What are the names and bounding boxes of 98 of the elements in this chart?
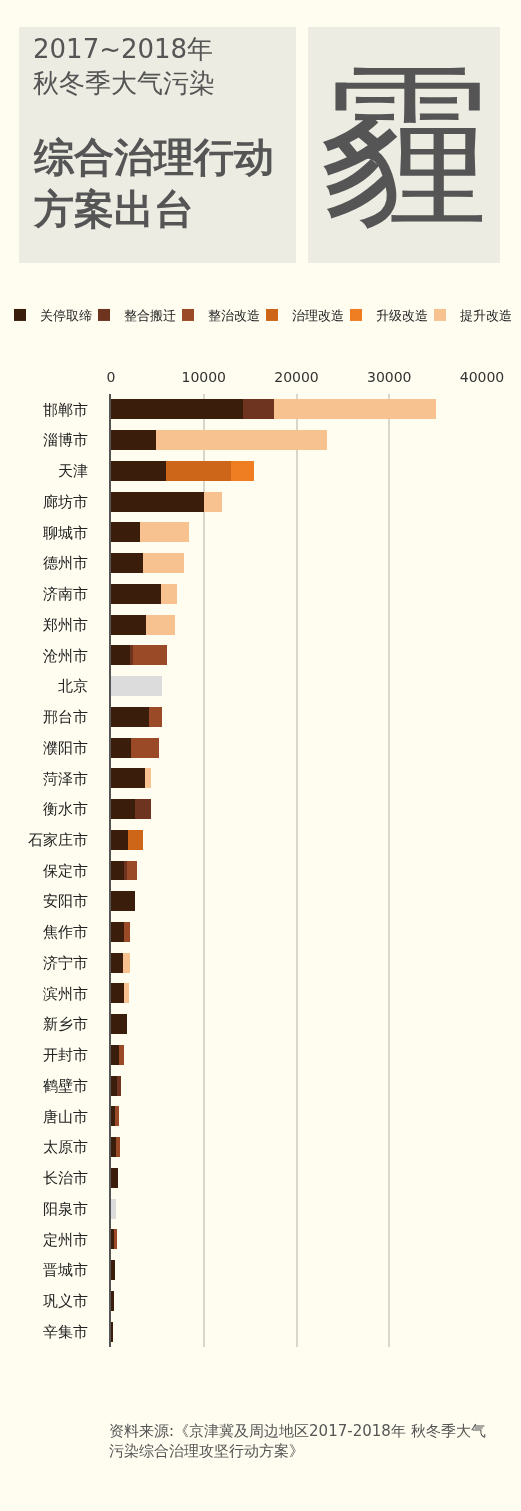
y-tick-label: 沧州市: [43, 646, 89, 665]
bar: [111, 614, 147, 635]
bar: [203, 491, 223, 512]
bar: [123, 983, 129, 1004]
y-tick-label: 菏泽市: [43, 769, 89, 788]
y-tick-label: 聊城市: [43, 523, 89, 542]
y-tick-label: 北京: [58, 677, 89, 696]
y-tick-label: 淄博市: [43, 431, 89, 450]
bar: [111, 1014, 127, 1035]
bar: [126, 860, 137, 881]
bar: [117, 1075, 122, 1096]
bar: [119, 1044, 124, 1065]
bar: [111, 1260, 115, 1281]
y-tick-label: 晋城市: [43, 1261, 89, 1280]
bar: [111, 1106, 115, 1127]
y-tick-label: 滨州市: [43, 984, 89, 1003]
bar: [111, 891, 136, 912]
bar: [111, 460, 166, 481]
bar: [111, 430, 156, 451]
x-tick-label: 30000: [366, 369, 412, 386]
bar: [111, 768, 146, 789]
bar: [139, 522, 189, 543]
bar: [111, 983, 124, 1004]
bar: [111, 399, 243, 420]
y-tick-label: 焦作市: [43, 923, 89, 942]
legend-label: 升级改造: [376, 308, 428, 324]
bar: [274, 399, 436, 420]
y-tick-label: 鹤壁市: [43, 1076, 89, 1095]
y-tick-label: 阳泉市: [43, 1199, 89, 1218]
legend-label: 关停取缔: [40, 308, 92, 324]
y-tick-label: 开封市: [43, 1046, 89, 1065]
x-tick-label: 20000: [274, 369, 319, 386]
chart-title: 2017~2018年秋冬季大气污染: [33, 34, 215, 98]
bar: [161, 583, 177, 604]
bar: [145, 768, 151, 789]
chart-subtitle: 综合治理行动方案出台: [33, 134, 274, 232]
bar: [111, 1137, 116, 1158]
y-tick-label: 辛集市: [43, 1322, 89, 1341]
y-tick-label: 廊坊市: [43, 492, 89, 511]
bar: [123, 860, 127, 881]
legend-label: 提升改造: [460, 308, 512, 324]
bar: [111, 1290, 114, 1311]
y-tick-label: 郑州市: [43, 615, 89, 634]
y-tick-label: 石家庄市: [28, 831, 89, 850]
bar: [131, 737, 160, 758]
x-tick-label: 40000: [459, 369, 505, 386]
bar: [127, 829, 143, 850]
bar: [111, 1167, 119, 1188]
y-tick-label: 济南市: [43, 585, 89, 604]
bar: [133, 645, 167, 666]
y-tick-label: 太原市: [43, 1138, 89, 1157]
bar: [111, 676, 163, 697]
bar: [165, 460, 231, 481]
bar: [111, 860, 124, 881]
y-tick-label: 济宁市: [43, 953, 89, 972]
bar: [111, 583, 162, 604]
y-tick-label: 唐山市: [43, 1107, 89, 1126]
x-tick-label: 10000: [181, 369, 227, 386]
bar: [123, 952, 130, 973]
text: 资料来源:《京津冀及周边地区2017-2018年 秋冬季大气污染综合治理攻坚行动方案》: [109, 1422, 486, 1460]
bar: [111, 737, 132, 758]
bar: [111, 952, 124, 973]
y-tick-label: 保定市: [43, 861, 89, 880]
y-tick-label: 安阳市: [43, 892, 89, 911]
bar: [111, 553, 144, 574]
y-tick-label: 邯郸市: [43, 400, 89, 419]
bar: [230, 460, 254, 481]
x-tick-label: 0: [106, 369, 116, 386]
y-tick-label: 濮阳市: [43, 738, 89, 757]
y-tick-label: 定州市: [43, 1230, 89, 1249]
bar: [135, 799, 151, 820]
legend-label: 治理改造: [292, 308, 344, 324]
bar: [111, 491, 204, 512]
bar: [149, 706, 163, 727]
legend-label: 整合搬迁: [124, 308, 176, 324]
bar: [111, 522, 140, 543]
y-tick-label: 巩义市: [43, 1292, 89, 1311]
y-tick-label: 衡水市: [43, 800, 89, 819]
bar: [111, 1198, 116, 1219]
bar: [146, 614, 175, 635]
y-tick-label: 德州市: [43, 554, 89, 573]
bar: [155, 430, 328, 451]
bar: [111, 829, 128, 850]
bar: [111, 645, 130, 666]
bar: [111, 706, 150, 727]
legend-label: 整治改造: [208, 308, 260, 324]
bar: [242, 399, 275, 420]
bar: [111, 799, 136, 820]
bar: [123, 921, 131, 942]
text: 霾: [318, 46, 490, 247]
y-tick-label: 邢台市: [43, 708, 89, 727]
y-tick-label: 长治市: [43, 1169, 89, 1188]
bar: [111, 921, 124, 942]
y-tick-label: 新乡市: [43, 1015, 89, 1034]
bar: [111, 1075, 118, 1096]
bar: [111, 1044, 120, 1065]
y-tick-label: 天津: [58, 462, 89, 481]
bar: [143, 553, 185, 574]
